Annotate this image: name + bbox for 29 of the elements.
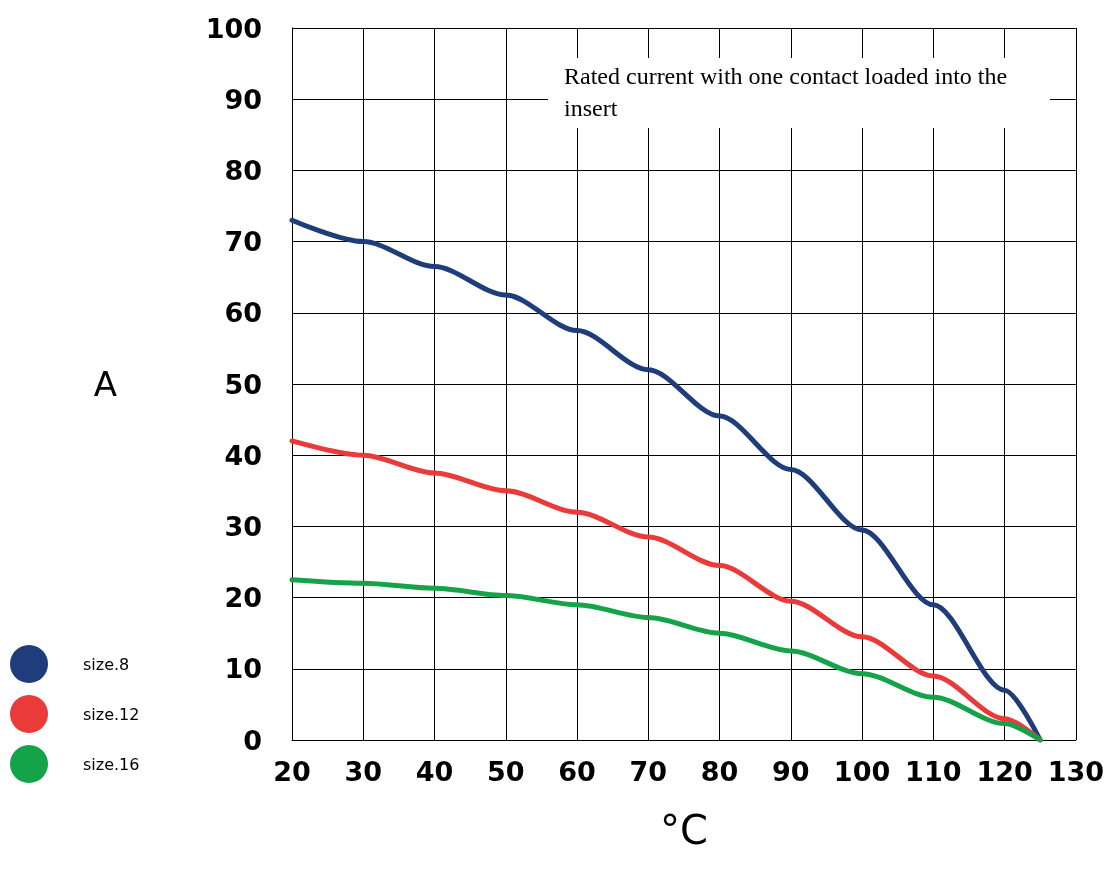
x-tick-label: 90 [772, 756, 810, 787]
x-tick-label: 110 [905, 756, 962, 787]
legend-label: size.16 [83, 754, 140, 774]
y-tick-label: 40 [224, 439, 262, 471]
annotation: Rated current with one contact loaded into the insert [564, 63, 1014, 121]
x-tick-label: 100 [833, 756, 891, 787]
y-tick-label: 90 [224, 83, 262, 115]
x-tick-label: 70 [629, 756, 668, 787]
y-tick-label: 30 [224, 510, 262, 542]
y-tick-label: 80 [224, 154, 262, 186]
y-tick-label: 0 [243, 724, 262, 756]
legend-label: size.8 [83, 654, 130, 674]
y-tick-label: 20 [224, 582, 262, 614]
y-tick-label: 100 [205, 12, 262, 44]
x-tick-label: 60 [558, 756, 596, 787]
y-tick-label: 10 [224, 653, 262, 685]
x-tick-label: 30 [344, 756, 383, 787]
x-tick-label: 130 [1047, 756, 1105, 787]
x-tick-label: 120 [976, 756, 1033, 787]
y-tick-label: 70 [224, 226, 262, 258]
x-tick-label: 40 [415, 756, 454, 787]
y-axis-title: A [93, 364, 117, 404]
x-tick-label: 20 [273, 756, 311, 787]
x-axis-title: °C [659, 807, 708, 853]
y-tick-label: 60 [224, 297, 262, 329]
y-tick-label: 50 [224, 368, 262, 400]
x-tick-label: 80 [700, 756, 739, 787]
legend-label: size.12 [83, 704, 140, 724]
x-tick-label: 50 [486, 756, 525, 787]
